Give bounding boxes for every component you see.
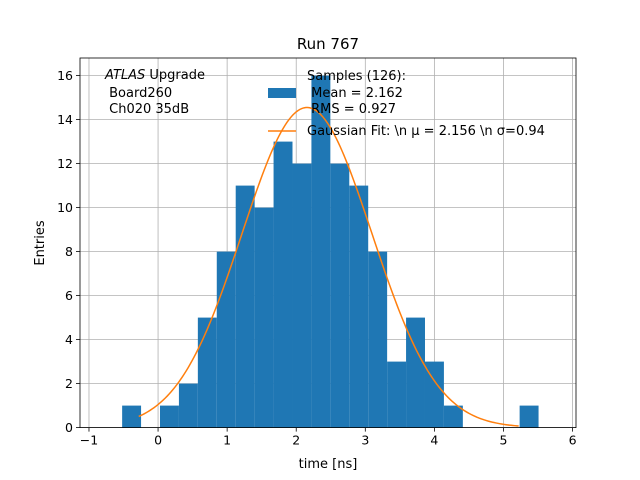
histogram-bar	[406, 317, 425, 428]
x-tick-label: 3	[361, 433, 369, 448]
y-tick-label: 12	[57, 156, 73, 171]
legend-fit-label: Gaussian Fit: \n μ = 2.156 \n σ=0.94	[307, 124, 545, 139]
y-tick-label: 16	[57, 68, 73, 83]
histogram-bar	[387, 361, 407, 428]
y-tick-label: 2	[65, 376, 73, 391]
histogram-bar	[178, 383, 198, 428]
annotation-line-1: ATLAS Upgrade	[104, 68, 205, 83]
annotation-italic: ATLAS	[104, 68, 145, 83]
atlas-annotation: ATLAS Upgrade Board260 Ch020 35dB	[104, 68, 205, 117]
y-tick-label: 14	[57, 112, 73, 127]
x-axis-label: time [ns]	[299, 457, 358, 472]
y-tick-label: 8	[65, 244, 73, 259]
annotation-line-2: Board260	[105, 86, 172, 101]
x-tick-label: 0	[154, 433, 162, 448]
histogram-bar	[368, 251, 388, 428]
x-tick-label: 2	[292, 433, 300, 448]
histogram-bar	[292, 163, 312, 428]
y-tick-label: 4	[65, 332, 73, 347]
annotation-line-3: Ch020 35dB	[105, 102, 189, 117]
x-tick-label: 6	[569, 433, 577, 448]
legend-samples-line-2: Mean = 2.162	[307, 86, 403, 101]
gaussian-fit-line	[138, 106, 519, 427]
x-axis-ticks: −1 0 1 2 3 4 5 6	[80, 427, 577, 448]
histogram-bar	[424, 361, 444, 428]
y-tick-label: 10	[57, 200, 73, 215]
legend-samples-line-3: RMS = 0.927	[307, 102, 396, 117]
histogram-bar	[330, 163, 350, 428]
axes-frame	[79, 57, 577, 429]
legend-samples-line-1: Samples (126):	[307, 69, 406, 84]
x-tick-label: 5	[499, 433, 507, 448]
chart-title: Run 767	[297, 35, 359, 53]
y-tick-label: 6	[65, 288, 73, 303]
histogram-bars	[122, 75, 539, 428]
histogram-bar	[519, 405, 539, 428]
histogram-bar	[235, 185, 255, 428]
legend: Samples (126): Mean = 2.162 RMS = 0.927 …	[268, 69, 545, 139]
x-tick-label: 4	[430, 433, 438, 448]
histogram-bar	[159, 405, 179, 428]
histogram-bar	[443, 405, 463, 428]
legend-bar-swatch	[268, 88, 296, 98]
histogram-bar	[349, 185, 369, 428]
histogram-bar	[197, 317, 217, 428]
x-tick-label: −1	[80, 433, 98, 448]
x-tick-label: 1	[223, 433, 231, 448]
histogram-bar	[311, 75, 331, 428]
histogram-bar	[216, 251, 236, 428]
y-axis-ticks: 0 2 4 6 8 10 12 14 16	[57, 68, 80, 435]
y-axis-label: Entries	[33, 220, 48, 266]
histogram-bar	[122, 405, 142, 428]
histogram-bar	[254, 207, 274, 428]
histogram-bar	[273, 141, 293, 428]
y-tick-label: 0	[65, 420, 73, 435]
annotation-rest: Upgrade	[145, 68, 205, 83]
